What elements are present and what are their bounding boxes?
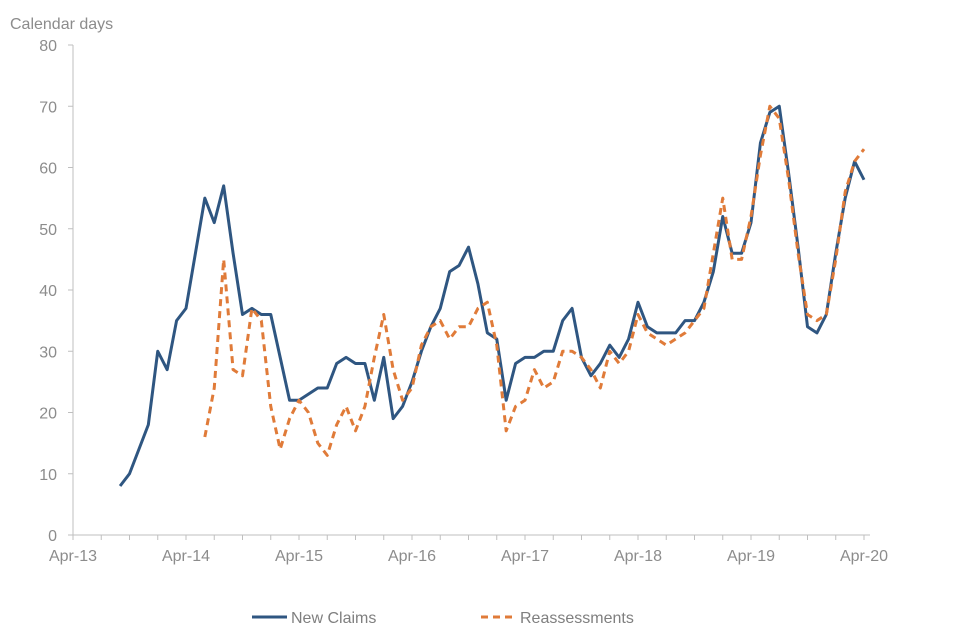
y-tick-label: 60 bbox=[39, 161, 57, 178]
x-tick-label: Apr-15 bbox=[275, 548, 323, 565]
x-tick-label: Apr-13 bbox=[49, 548, 97, 565]
y-tick-label: 80 bbox=[39, 38, 57, 55]
x-tick-label: Apr-14 bbox=[162, 548, 210, 565]
y-axis-title: Calendar days bbox=[10, 16, 113, 33]
x-tick-label: Apr-16 bbox=[388, 548, 436, 565]
y-tick-label: 70 bbox=[39, 99, 57, 116]
legend-label-new-claims: New Claims bbox=[291, 610, 376, 627]
x-axis-ticks: Apr-13 Apr-14 Apr-15 Apr-16 Apr-17 Apr-18 Apr-… bbox=[49, 535, 888, 565]
y-tick-label: 10 bbox=[39, 467, 57, 484]
y-tick-label: 30 bbox=[39, 344, 57, 361]
legend: New Claims Reassessments bbox=[252, 610, 634, 627]
x-tick-label: Apr-18 bbox=[614, 548, 662, 565]
series-line-reassessments bbox=[203, 104, 866, 457]
x-tick-label: Apr-19 bbox=[727, 548, 775, 565]
x-tick-label: Apr-20 bbox=[840, 548, 888, 565]
y-tick-label: 40 bbox=[39, 283, 57, 300]
y-axis-ticks: 0 10 20 30 40 50 60 70 80 bbox=[39, 38, 73, 545]
series-layer bbox=[118, 104, 866, 487]
y-tick-label: 0 bbox=[48, 528, 57, 545]
series-line-new-claims bbox=[118, 104, 866, 487]
y-tick-label: 50 bbox=[39, 222, 57, 239]
y-tick-label: 20 bbox=[39, 406, 57, 423]
legend-label-reassessments: Reassessments bbox=[520, 610, 634, 627]
x-tick-label: Apr-17 bbox=[501, 548, 549, 565]
